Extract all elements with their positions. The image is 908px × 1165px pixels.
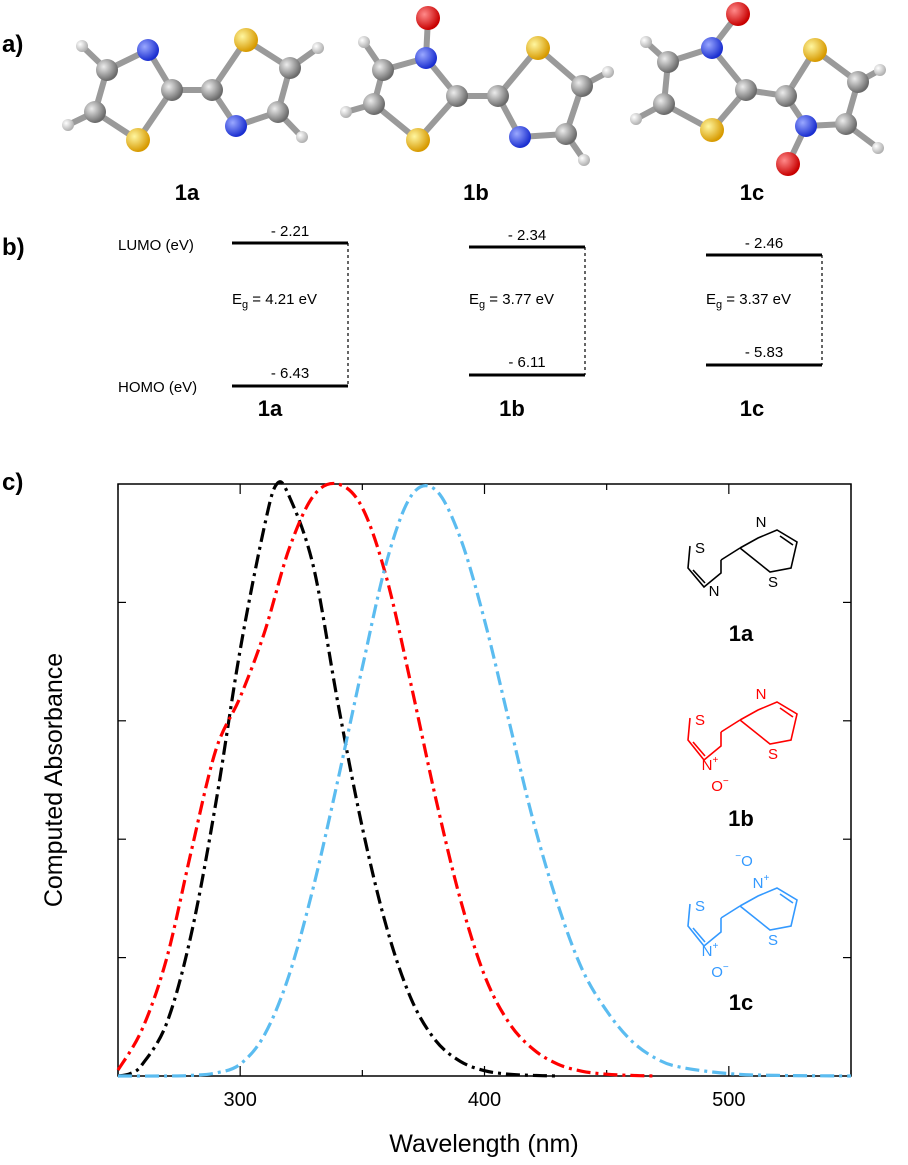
ring-1b-right <box>739 701 798 745</box>
homo-value-1c: - 5.83 <box>745 344 783 361</box>
homo-axis-label: HOMO (eV) <box>118 379 197 396</box>
homo-value-1a: - 6.43 <box>271 365 309 382</box>
molecule-model-1a <box>62 28 324 152</box>
x-tick-label: 300 <box>223 1089 256 1111</box>
ring-1b-left <box>687 717 722 762</box>
molecule-label-1a: 1a <box>175 180 200 205</box>
energy-levels-1c: - 2.46 - 5.83 Eg = 3.37 eV 1c <box>706 235 823 421</box>
structure-label-1b: 1b <box>728 806 754 831</box>
series-layer <box>116 480 852 1078</box>
atom-n1-1a: N <box>709 583 720 600</box>
energy-levels-1b: - 2.34 - 6.11 Eg = 3.77 eV 1b <box>469 227 586 421</box>
structure-label-1a: 1a <box>729 621 754 646</box>
lumo-value-1a: - 2.21 <box>271 223 309 240</box>
level-label-1c: 1c <box>740 396 764 421</box>
atom-n2-1c: N+ <box>753 873 770 892</box>
structure-1b: S N+ O− N S <box>687 686 798 795</box>
lumo-value-1b: - 2.34 <box>508 227 546 244</box>
atom-s2-1a: S <box>768 574 778 591</box>
atom-s1-1c: S <box>695 898 705 915</box>
panel-b-label: b) <box>2 234 25 261</box>
x-tick-label: 500 <box>712 1089 745 1111</box>
absorbance-chart: 300 400 500 Wavelength (nm) Computed Absor… <box>40 480 852 1158</box>
atom-o1-1b: O− <box>711 776 729 795</box>
x-tick-label: 400 <box>468 1089 501 1111</box>
gap-text-1a: Eg = 4.21 eV <box>232 291 317 311</box>
structure-1a: S N N S <box>687 514 798 600</box>
atom-n1-1b: N+ <box>702 755 719 774</box>
panel-a-label: a) <box>2 31 23 58</box>
atom-s2-1b: S <box>768 746 778 763</box>
gap-text-1c: Eg = 3.37 eV <box>706 291 791 311</box>
x-axis-title: Wavelength (nm) <box>389 1130 578 1158</box>
level-label-1a: 1a <box>258 396 283 421</box>
structure-label-1c: 1c <box>729 990 753 1015</box>
atom-n2-1a: N <box>756 514 767 531</box>
lumo-value-1c: - 2.46 <box>745 235 783 252</box>
atom-s1-1b: S <box>695 712 705 729</box>
ring-1c-right <box>739 887 798 931</box>
ring-1a-left <box>687 545 722 589</box>
ring-1a-right <box>739 529 798 573</box>
series-line-1a <box>117 480 558 1078</box>
molecule-model-1b <box>340 6 614 166</box>
atom-n1-1c: N+ <box>702 941 719 960</box>
energy-levels-1a: - 2.21 - 6.43 Eg = 4.21 eV 1a <box>232 223 349 421</box>
lumo-axis-label: LUMO (eV) <box>118 237 194 254</box>
axis-ticks <box>117 484 852 1076</box>
atom-s2-1c: S <box>768 932 778 949</box>
homo-value-1b: - 6.11 <box>508 354 545 371</box>
molecule-label-1b: 1b <box>463 180 489 205</box>
plot-frame <box>117 483 852 1077</box>
molecule-label-1c: 1c <box>740 180 764 205</box>
level-label-1b: 1b <box>499 396 525 421</box>
structure-1c: S N+ O− N+ −O S <box>687 851 798 981</box>
series-line-1b <box>116 481 656 1078</box>
atom-s1-1a: S <box>695 540 705 557</box>
molecule-model-1c <box>630 2 886 176</box>
y-axis-title: Computed Absorbance <box>40 653 68 907</box>
x-tick-labels: 300 400 500 <box>223 1089 745 1111</box>
series-line-1c <box>117 484 852 1078</box>
gap-text-1b: Eg = 3.77 eV <box>469 291 554 311</box>
atom-o1-1c: O− <box>711 962 729 981</box>
panel-c-label: c) <box>2 469 23 496</box>
atom-n2-1b: N <box>756 686 767 703</box>
ring-1c-left <box>687 903 722 948</box>
atom-o2-1c: −O <box>735 851 753 870</box>
